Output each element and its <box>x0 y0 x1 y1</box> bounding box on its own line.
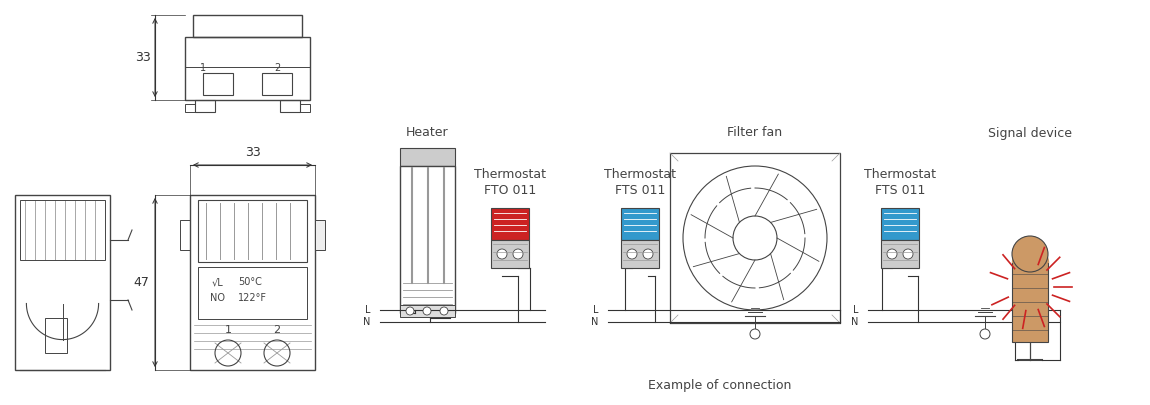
Text: FTS 011: FTS 011 <box>615 183 665 196</box>
Text: 2: 2 <box>274 63 281 73</box>
Bar <box>185 37 310 100</box>
Bar <box>670 153 840 323</box>
Bar <box>400 166 455 313</box>
Text: FTO 011: FTO 011 <box>484 183 536 196</box>
Text: Thermostat: Thermostat <box>864 168 936 181</box>
Text: Heater: Heater <box>406 126 448 139</box>
Bar <box>400 148 455 166</box>
Text: Example of connection: Example of connection <box>649 379 791 392</box>
Text: N: N <box>851 317 858 327</box>
Bar <box>198 267 307 319</box>
Text: Thermostat: Thermostat <box>604 168 676 181</box>
Bar <box>181 220 190 250</box>
Bar <box>315 220 325 250</box>
Text: L: L <box>852 305 858 315</box>
Bar <box>198 200 307 262</box>
Bar <box>45 318 67 353</box>
Text: 1: 1 <box>224 325 231 335</box>
Bar <box>15 195 110 370</box>
Bar <box>204 73 233 95</box>
Text: Thermostat: Thermostat <box>474 168 546 181</box>
Text: 1: 1 <box>200 63 206 73</box>
Circle shape <box>1012 236 1048 272</box>
Text: 33: 33 <box>245 147 260 160</box>
Circle shape <box>497 249 507 259</box>
Circle shape <box>440 307 448 315</box>
Text: FTS 011: FTS 011 <box>875 183 926 196</box>
Bar <box>491 208 529 240</box>
Bar <box>491 240 529 268</box>
Bar <box>621 240 659 268</box>
Text: 33: 33 <box>136 51 151 64</box>
Circle shape <box>513 249 523 259</box>
Text: 50°C: 50°C <box>238 277 262 287</box>
Bar <box>190 195 315 370</box>
Text: Signal device: Signal device <box>988 126 1072 139</box>
Circle shape <box>750 329 760 339</box>
Bar <box>262 73 292 95</box>
Text: NO: NO <box>210 293 225 303</box>
Circle shape <box>643 249 653 259</box>
Circle shape <box>903 249 913 259</box>
Circle shape <box>406 307 414 315</box>
Bar <box>881 240 919 268</box>
Circle shape <box>423 307 431 315</box>
Bar <box>20 200 105 260</box>
Text: L: L <box>365 305 370 315</box>
Text: 122°F: 122°F <box>238 293 267 303</box>
Text: L: L <box>592 305 598 315</box>
Bar <box>400 305 455 317</box>
Bar <box>621 208 659 240</box>
Circle shape <box>980 329 990 339</box>
Bar <box>193 15 302 37</box>
Text: √L: √L <box>212 277 224 287</box>
Bar <box>185 104 196 112</box>
Bar <box>1012 262 1048 342</box>
Text: N: N <box>362 317 370 327</box>
Bar <box>300 104 311 112</box>
Bar <box>279 100 300 112</box>
Bar <box>196 100 215 112</box>
Bar <box>881 208 919 240</box>
Circle shape <box>627 249 637 259</box>
Text: N: N <box>591 317 598 327</box>
Circle shape <box>887 249 897 259</box>
Text: 2: 2 <box>274 325 281 335</box>
Text: Filter fan: Filter fan <box>728 126 782 139</box>
Text: 47: 47 <box>133 276 150 289</box>
